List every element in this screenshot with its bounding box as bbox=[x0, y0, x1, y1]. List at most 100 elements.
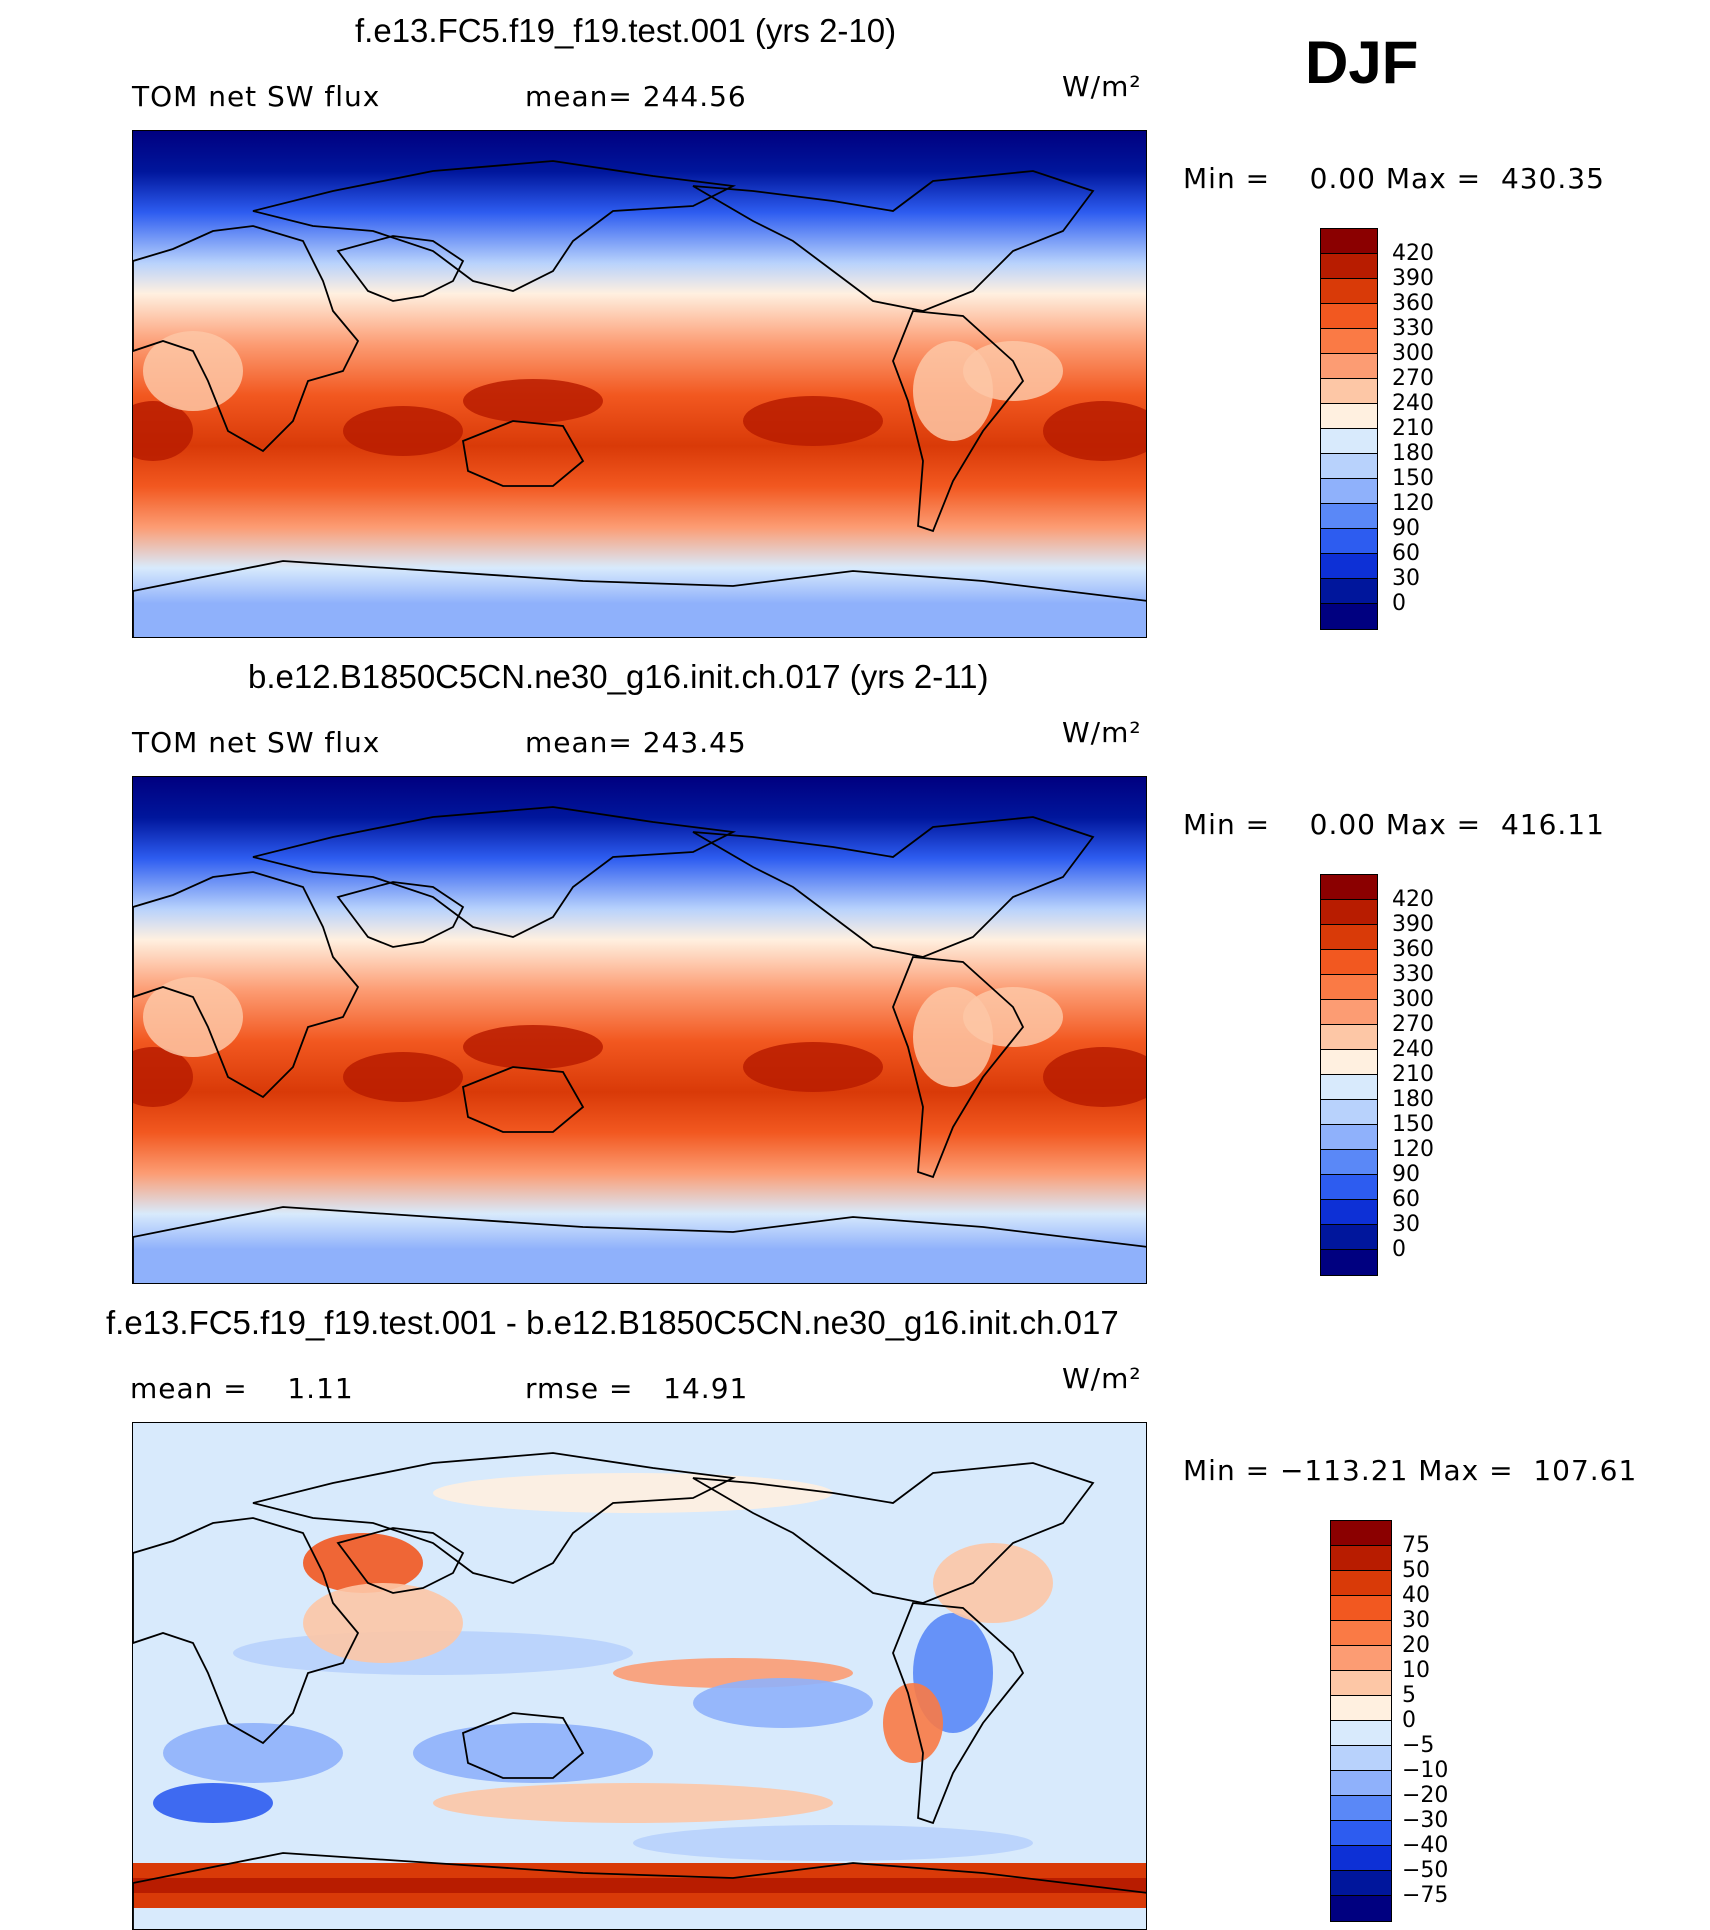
colorbar-label: 300 bbox=[1392, 341, 1434, 366]
colorbar-swatch bbox=[1321, 1000, 1377, 1025]
field-land-patch bbox=[143, 977, 243, 1057]
panel-1-variable: TOM net SW flux bbox=[132, 80, 381, 113]
colorbar-swatch bbox=[1321, 1175, 1377, 1200]
coastline bbox=[892, 1602, 1025, 1825]
panel-3-map-svg bbox=[133, 1423, 1146, 1929]
colorbar-swatch bbox=[1321, 329, 1377, 354]
colorbar-label: 330 bbox=[1392, 316, 1434, 341]
colorbar-label: 5 bbox=[1402, 1683, 1416, 1708]
colorbar-label: 60 bbox=[1392, 541, 1420, 566]
panel-1-mean: mean= 244.56 bbox=[525, 80, 747, 113]
field-maximum bbox=[743, 1042, 883, 1092]
colorbar-label: 360 bbox=[1392, 291, 1434, 316]
colorbar-swatch bbox=[1331, 1796, 1391, 1821]
colorbar-label: 420 bbox=[1392, 241, 1434, 266]
colorbar-label: 330 bbox=[1392, 962, 1434, 987]
colorbar-label: 180 bbox=[1392, 441, 1434, 466]
colorbar-swatch bbox=[1331, 1746, 1391, 1771]
colorbar-label: 90 bbox=[1392, 516, 1420, 541]
field-anomaly bbox=[413, 1723, 653, 1783]
colorbar-swatch bbox=[1321, 254, 1377, 279]
coastline bbox=[252, 1452, 737, 1584]
coastline bbox=[892, 310, 1025, 533]
field-maximum bbox=[463, 1025, 603, 1069]
season-label: DJF bbox=[1305, 29, 1419, 96]
coastline bbox=[692, 170, 1095, 312]
colorbar-swatch bbox=[1331, 1846, 1391, 1871]
colorbar-label: 40 bbox=[1402, 1583, 1430, 1608]
colorbar-swatch bbox=[1321, 1200, 1377, 1225]
colorbar-label: 0 bbox=[1392, 591, 1406, 616]
colorbar-label: 360 bbox=[1392, 937, 1434, 962]
panel-1-title: f.e13.FC5.f19_f19.test.001 (yrs 2-10) bbox=[355, 12, 897, 49]
colorbar-label: 30 bbox=[1402, 1608, 1430, 1633]
colorbar-swatch bbox=[1331, 1896, 1391, 1921]
coastline bbox=[133, 1852, 1146, 1929]
panel-2-map-svg bbox=[133, 777, 1146, 1283]
field-anomaly bbox=[163, 1723, 343, 1783]
colorbar-label: 0 bbox=[1402, 1708, 1416, 1733]
panel-1-units: W/m² bbox=[1062, 70, 1142, 103]
coastline bbox=[252, 160, 737, 292]
colorbar-label: 210 bbox=[1392, 416, 1434, 441]
colorbar-swatch bbox=[1321, 1025, 1377, 1050]
colorbar-label: 240 bbox=[1392, 1037, 1434, 1062]
coastline bbox=[461, 420, 585, 487]
field-maximum bbox=[133, 401, 193, 461]
colorbar-swatch bbox=[1321, 529, 1377, 554]
coastline bbox=[892, 956, 1025, 1179]
coastline bbox=[461, 1066, 585, 1133]
coastline bbox=[133, 871, 360, 1099]
field-anomaly bbox=[693, 1678, 873, 1728]
colorbar-label: 60 bbox=[1392, 1187, 1420, 1212]
panel-2-minmax: Min = 0.00 Max = 416.11 bbox=[1183, 808, 1605, 841]
colorbar-label: −30 bbox=[1402, 1808, 1449, 1833]
panel-3-units: W/m² bbox=[1062, 1362, 1142, 1395]
field-maximum bbox=[343, 406, 463, 456]
coastline bbox=[133, 1517, 360, 1745]
panel-3-rmse: rmse = 14.91 bbox=[525, 1372, 749, 1405]
colorbar-label: 120 bbox=[1392, 491, 1434, 516]
field-land-patch bbox=[143, 331, 243, 411]
colorbar-swatch bbox=[1321, 504, 1377, 529]
colorbar-label: 150 bbox=[1392, 466, 1434, 491]
colorbar-label: −5 bbox=[1402, 1733, 1435, 1758]
panel-2-colorbar-boxes bbox=[1320, 874, 1378, 1276]
colorbar-swatch bbox=[1331, 1821, 1391, 1846]
colorbar-label: −75 bbox=[1402, 1883, 1449, 1908]
colorbar-label: 30 bbox=[1392, 566, 1420, 591]
field-anomaly-band bbox=[133, 1878, 1146, 1893]
colorbar-swatch bbox=[1321, 1050, 1377, 1075]
colorbar-label: −50 bbox=[1402, 1858, 1449, 1883]
panel-3-minmax: Min = −113.21 Max = 107.61 bbox=[1183, 1454, 1638, 1487]
colorbar-swatch bbox=[1321, 1225, 1377, 1250]
field-anomaly bbox=[433, 1783, 833, 1823]
panel-3-map bbox=[132, 1422, 1147, 1930]
colorbar-label: 20 bbox=[1402, 1633, 1430, 1658]
colorbar-swatch bbox=[1321, 404, 1377, 429]
colorbar-swatch bbox=[1321, 975, 1377, 1000]
colorbar-swatch bbox=[1331, 1596, 1391, 1621]
colorbar-swatch bbox=[1331, 1571, 1391, 1596]
coastline bbox=[252, 806, 737, 938]
colorbar-label: 180 bbox=[1392, 1087, 1434, 1112]
field-anomaly bbox=[153, 1783, 273, 1823]
colorbar-swatch bbox=[1321, 1125, 1377, 1150]
field-maximum bbox=[1043, 1047, 1146, 1107]
field-maximum bbox=[463, 379, 603, 423]
colorbar-swatch bbox=[1321, 1075, 1377, 1100]
colorbar-swatch bbox=[1321, 554, 1377, 579]
colorbar-swatch bbox=[1331, 1671, 1391, 1696]
coastline bbox=[133, 225, 360, 453]
panel-2-title: b.e12.B1850C5CN.ne30_g16.init.ch.017 (yr… bbox=[248, 658, 989, 695]
field-land-patch bbox=[963, 341, 1063, 401]
colorbar-swatch bbox=[1321, 1150, 1377, 1175]
colorbar-swatch bbox=[1321, 875, 1377, 900]
field-anomaly bbox=[303, 1583, 463, 1663]
colorbar-label: 75 bbox=[1402, 1533, 1430, 1558]
panel-2-variable: TOM net SW flux bbox=[132, 726, 381, 759]
colorbar-swatch bbox=[1331, 1771, 1391, 1796]
colorbar-swatch bbox=[1321, 579, 1377, 604]
coastline bbox=[692, 1462, 1095, 1604]
field-anomaly bbox=[433, 1473, 833, 1513]
